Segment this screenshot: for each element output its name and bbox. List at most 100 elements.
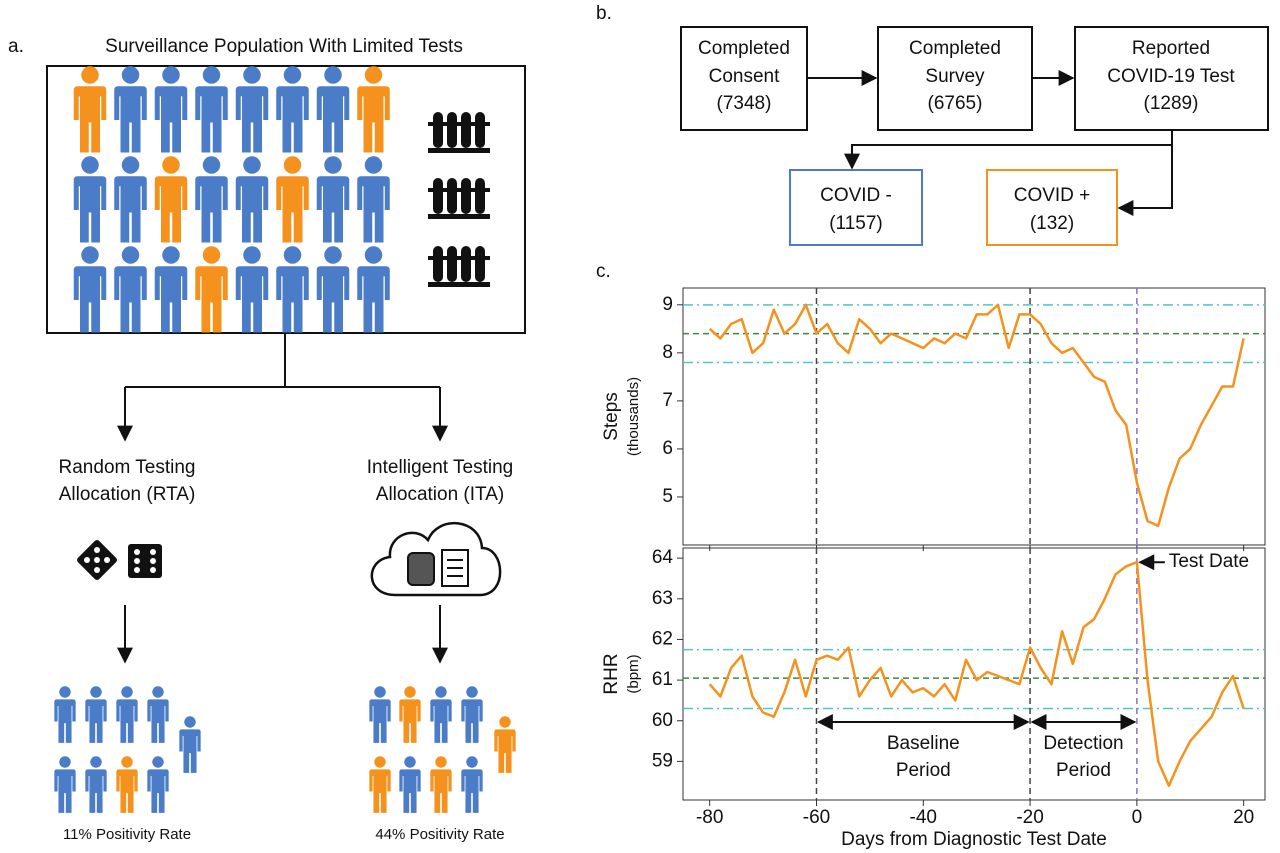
person-body [195,266,228,333]
rack [428,122,490,126]
negative-text: COVID - [820,185,892,206]
annotation-text: Test Date [1169,551,1249,572]
person-head [404,756,416,768]
person-body [235,86,269,153]
person-head [499,716,511,728]
period-label: Baseline [887,733,960,754]
person [154,66,188,153]
person-body [316,86,350,153]
person-head [202,156,221,174]
person-body [369,769,391,813]
person-head [435,686,447,698]
box-text: Survey [925,66,985,87]
y-tick-label: 8 [662,342,673,363]
person [116,686,138,743]
x-tick-label: -80 [696,807,723,828]
person-body [85,769,107,813]
panel-title: Surveillance Population With Limited Tes… [105,36,463,57]
y-axis-label: RHR [601,653,622,694]
person [399,756,421,813]
person-body [116,699,138,743]
person-head [121,756,133,768]
person-head [243,246,261,264]
person [276,66,309,153]
tube [475,246,485,282]
x-axis-label: Days from Diagnostic Test Date [841,829,1107,850]
person [357,66,390,153]
person-head [404,686,416,698]
person [114,66,147,153]
result-people [54,686,516,813]
person-body [73,86,107,153]
person-body [276,266,309,333]
person-head [324,156,342,174]
person [195,156,228,243]
rta-label: Random Testing [59,457,196,478]
person-body [369,699,391,743]
rack [428,188,490,192]
person [179,716,201,773]
person-head [81,66,99,84]
person-body [461,769,483,813]
tube [461,178,471,214]
person [316,246,350,333]
person-body [195,176,228,243]
tube [461,112,471,148]
person-head [152,756,164,768]
panel-label: c. [596,261,611,282]
person-head [202,66,221,84]
dice-icon [77,540,162,580]
person [85,756,107,813]
tree-lines [117,333,448,664]
person-head [59,756,71,768]
person [154,156,188,243]
person [357,156,390,243]
person-head [90,686,102,698]
flow-boxes [680,26,1269,246]
period-label: Period [1056,760,1111,781]
plot-frame [682,547,1266,801]
person-head [283,66,302,84]
data-line [708,560,1245,788]
person-body [235,176,269,243]
charts: 5 6 7 8 9 Steps (thousands) 59 60 61 62 63 64 -80 -60 -… [601,287,1266,850]
tube [433,112,443,148]
person-body [276,176,309,243]
person [114,246,147,333]
person [399,686,421,743]
panel-label: b. [596,3,612,24]
person-body [179,729,201,773]
tube [447,246,457,282]
cloud-icon [370,522,502,597]
box-text: (1289) [1144,93,1199,114]
tube [475,178,485,214]
person-body [85,699,107,743]
person-body [461,699,483,743]
person-head [364,156,383,174]
person [195,246,228,333]
positive-text: COVID + [1014,185,1091,206]
person [494,716,516,773]
positive-text: (132) [1030,213,1074,234]
y-tick-label: 61 [652,669,673,690]
person [73,246,107,333]
person-head [466,756,478,768]
person-body [114,176,147,243]
person-head [435,756,447,768]
person [154,246,188,333]
y-axis-label: (thousands) [625,377,642,456]
person-body [357,266,390,333]
y-tick-label: 9 [662,294,673,315]
person [357,246,390,333]
person-body [54,769,76,813]
person-head [152,686,164,698]
person-body [147,699,169,743]
person-head [162,66,180,84]
person-body [195,86,228,153]
person-head [283,246,302,264]
y-tick-label: 63 [652,588,673,609]
x-tick-label: -40 [910,807,937,828]
box-text: Consent [709,66,780,87]
person [316,66,350,153]
box-text: (6765) [928,93,983,114]
